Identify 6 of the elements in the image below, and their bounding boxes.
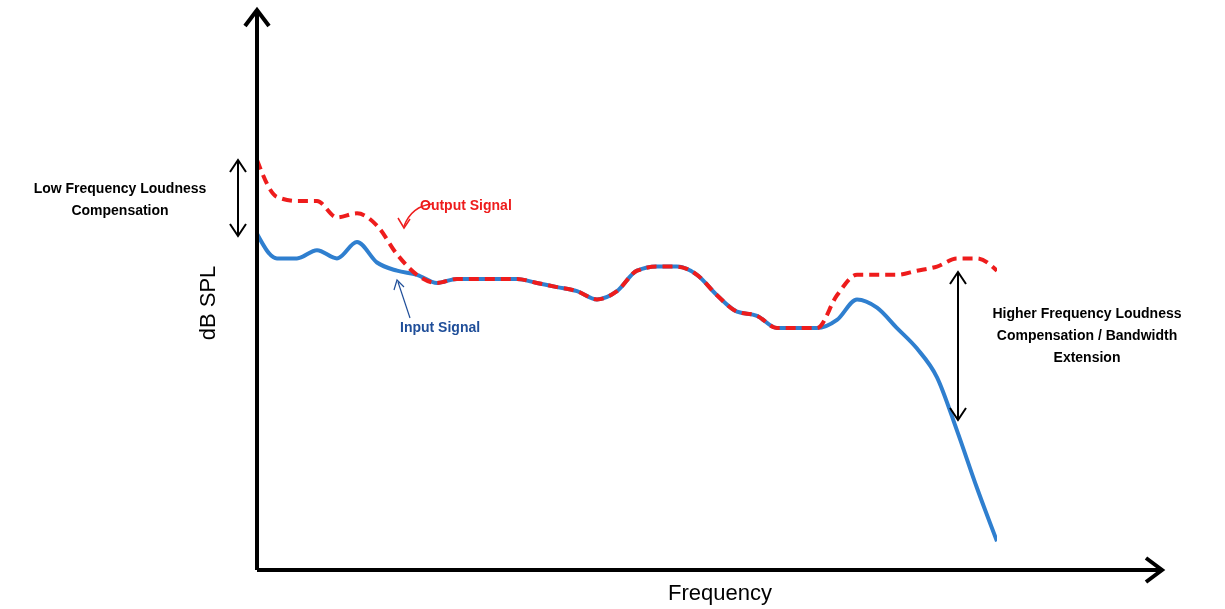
text: Output Signal [420, 196, 512, 215]
y-axis-title: dB SPL [195, 264, 221, 343]
annotation: Higher Frequency Loudness Compensation / Bandwidth Extension [991, 304, 1183, 367]
x-axis-title: Frequency [667, 580, 773, 606]
text: Low Frequency Loudness Compensation [32, 179, 208, 220]
text: Input Signal [400, 318, 481, 337]
